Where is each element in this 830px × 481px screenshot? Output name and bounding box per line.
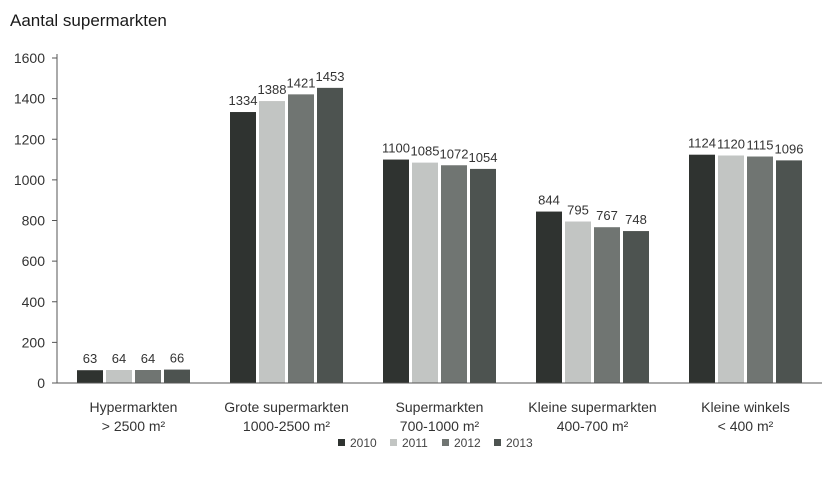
bar-value-label: 63: [83, 351, 97, 366]
bar: [259, 101, 285, 383]
legend-swatch: [338, 439, 345, 446]
x-category-label: 700-1000 m²: [400, 418, 480, 434]
y-tick-label: 200: [22, 334, 46, 350]
x-category-label: Kleine supermarkten: [528, 399, 656, 415]
bar: [536, 211, 562, 383]
bar: [383, 159, 409, 383]
x-category-label: < 400 m²: [718, 418, 774, 434]
y-tick-label: 400: [22, 294, 46, 310]
y-tick-label: 1600: [14, 50, 45, 66]
bar-value-label: 795: [567, 203, 589, 218]
bar-value-label: 1120: [717, 137, 745, 152]
bar: [230, 112, 256, 383]
x-category-label: 1000-2500 m²: [243, 418, 331, 434]
chart-title: Aantal supermarkten: [10, 11, 167, 30]
x-category-label: Grote supermarkten: [224, 399, 349, 415]
legend-swatch: [494, 439, 501, 446]
bar: [288, 94, 314, 383]
bar: [470, 168, 496, 383]
bar-value-label: 66: [170, 351, 184, 366]
legend-swatch: [390, 439, 397, 446]
legend: 2010 2011 2012 2013: [338, 436, 533, 450]
bar-value-label: 1100: [382, 141, 410, 156]
y-tick-label: 1400: [14, 91, 45, 107]
x-category-label: 400-700 m²: [557, 418, 629, 434]
bar-value-label: 64: [112, 351, 126, 366]
y-axis: 0 200 400 600 800 1000 1200 1400 1600: [14, 50, 58, 391]
bar-value-label: 767: [596, 208, 618, 223]
x-category-label: > 2500 m²: [102, 418, 166, 434]
bar-value-label: 1072: [440, 146, 469, 161]
legend-label: 2010: [350, 436, 377, 450]
bar-value-label: 1115: [747, 138, 774, 153]
bar-value-label: 1085: [411, 144, 440, 159]
x-category-label: Hypermarkten: [90, 399, 178, 415]
y-tick-label: 0: [37, 375, 45, 391]
bar-value-label: 1453: [316, 69, 345, 84]
x-category-label: Kleine winkels: [701, 399, 790, 415]
bar-value-label: 748: [625, 212, 647, 227]
bar: [317, 87, 343, 383]
bar: [594, 227, 620, 383]
x-axis: Hypermarkten > 2500 m² Grote supermarkten 1…: [52, 382, 822, 434]
bar-value-label: 1096: [775, 141, 804, 156]
bar-value-label: 1421: [287, 75, 316, 90]
bar: [106, 370, 132, 383]
bar-value-label: 844: [538, 193, 560, 208]
y-tick-label: 600: [22, 253, 46, 269]
y-tick-label: 1200: [14, 131, 45, 147]
bar-value-label: 1124: [688, 136, 716, 151]
bar-series: [77, 87, 802, 383]
legend-label: 2013: [506, 436, 533, 450]
bar: [77, 370, 103, 383]
bar: [412, 162, 438, 383]
bar-value-label: 1334: [229, 93, 258, 108]
bar: [164, 369, 190, 383]
bar: [747, 156, 773, 383]
bar: [623, 231, 649, 383]
bar: [718, 155, 744, 383]
y-tick-label: 1000: [14, 172, 45, 188]
bar: [689, 154, 715, 383]
bar-value-label: 1388: [258, 82, 287, 97]
bar-value-label: 64: [141, 351, 155, 366]
bar: [135, 370, 161, 383]
bar: [776, 160, 802, 383]
bar-value-label: 1054: [469, 150, 498, 165]
legend-label: 2012: [454, 436, 481, 450]
legend-swatch: [442, 439, 449, 446]
bar: [565, 221, 591, 383]
bar: [441, 165, 467, 383]
legend-label: 2011: [402, 436, 428, 450]
y-tick-label: 800: [22, 213, 46, 229]
x-category-label: Supermarkten: [396, 399, 484, 415]
